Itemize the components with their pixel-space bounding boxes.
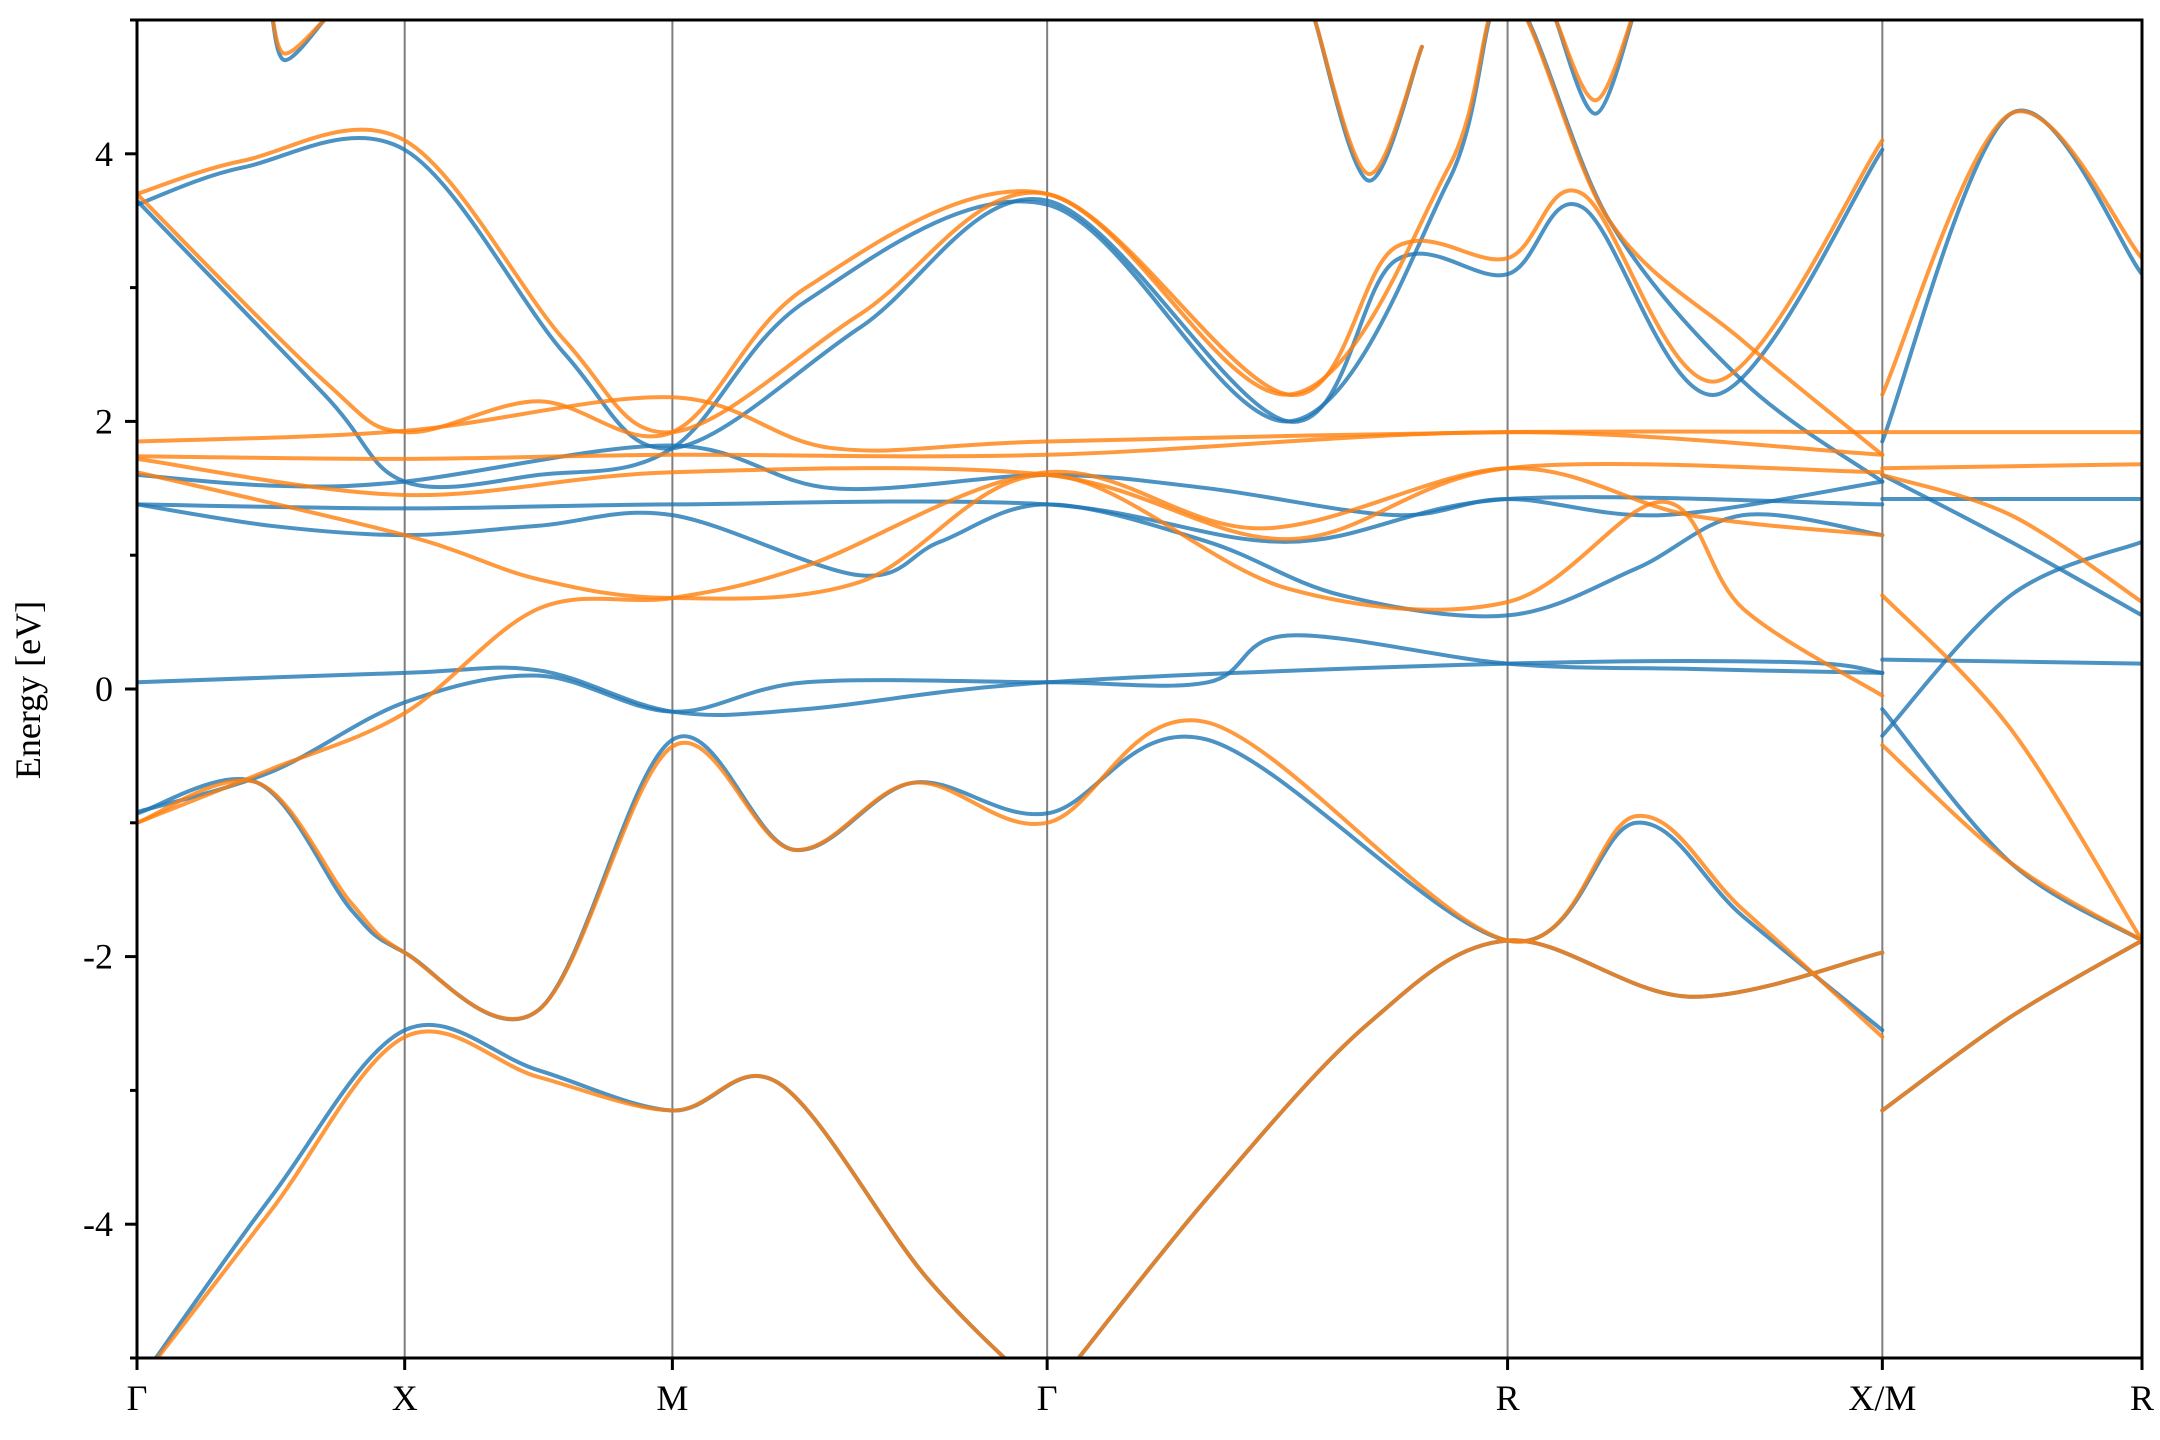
band-line [1880,593,2142,943]
band-line [155,1029,1008,1358]
y-axis-label: Energy [eV] [8,601,48,779]
band-line [1076,938,1885,1358]
band-line [1880,462,2142,471]
band-line [271,20,327,56]
y-tick-label: 0 [95,669,113,709]
band-line [1880,472,2142,604]
y-tick-label: 4 [95,134,113,174]
band-line [1880,109,2142,397]
band-line [1076,938,1885,1358]
band-line [137,659,1885,718]
band-line [270,20,327,63]
series-orange [137,20,2142,1358]
band-line [137,430,1885,461]
band-line [1880,938,2142,1113]
band-line [1553,20,1634,103]
y-tick-label: -4 [83,1204,113,1244]
kpoint-lines [403,20,1884,1358]
band-line [1880,707,2142,943]
band-line [1880,938,2142,1113]
y-tick-label: -2 [83,937,113,977]
band-line [1880,539,2142,738]
x-tick-label: R [2130,1378,2154,1418]
band-line [137,734,1885,1033]
band-line [137,456,1885,542]
x-tick-label: Γ [127,1378,148,1418]
band-line [137,395,1885,453]
x-tick-label: Γ [1037,1378,1058,1418]
band-line [1880,108,2142,444]
band-line [153,1022,1008,1358]
x-axis-ticks: Γ X M Γ R X/M R [127,1358,2154,1418]
x-tick-label: R [1496,1378,1520,1418]
x-tick-label: X [392,1378,418,1418]
band-line [137,495,1885,544]
band-line [137,466,1885,825]
band-line [137,20,1885,490]
band-line [1880,472,2142,618]
band-line [1553,20,1634,116]
x-tick-label: X/M [1848,1378,1916,1418]
band-line [137,633,1885,815]
y-axis-ticks: -4 -2 0 2 4 [83,18,137,1360]
band-line [137,718,1885,1039]
x-tick-label: M [656,1378,688,1418]
band-line [1880,743,2142,943]
band-line [137,20,1885,457]
y-tick-label: 2 [95,401,113,441]
band-line [137,127,1885,435]
band-line [1880,657,2142,666]
band-line [137,502,1885,619]
band-line [137,135,1885,451]
band-line [1312,20,1424,176]
